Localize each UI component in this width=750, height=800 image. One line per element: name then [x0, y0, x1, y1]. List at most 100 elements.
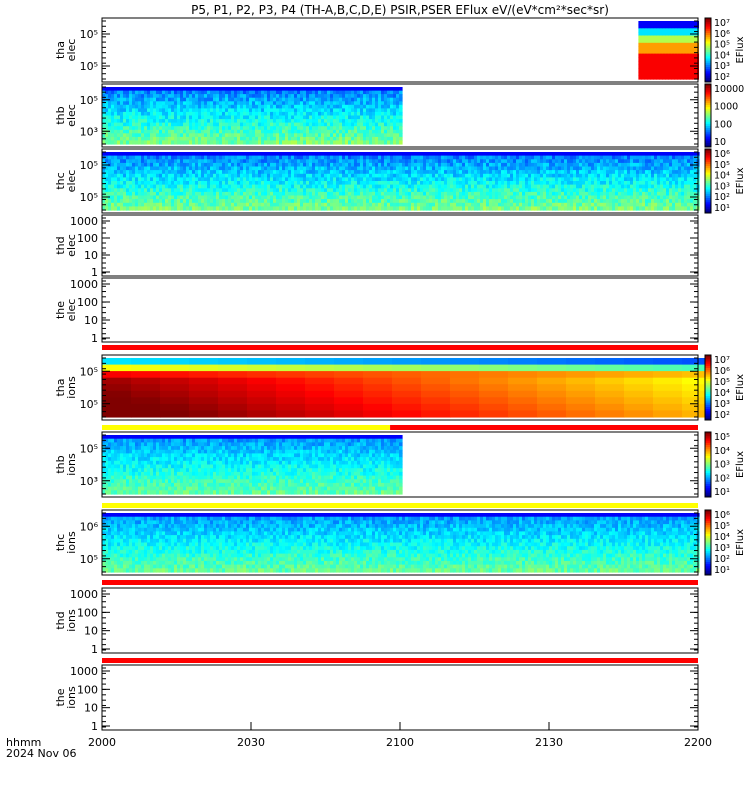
time-axis: hhmm 2024 Nov 06 2000 2030 2100 2130 2200	[6, 722, 712, 760]
y-tick-label: 10⁵	[80, 553, 98, 566]
panel-frame	[101, 17, 699, 83]
y-tick-label: 10	[84, 249, 98, 262]
x-axis-date-label: 2024 Nov 06	[6, 747, 76, 760]
x-tick-label: 2030	[237, 736, 265, 749]
panel-minor-ticks	[102, 434, 698, 495]
spectrogram-cells	[102, 87, 403, 145]
panel-minor-ticks	[102, 512, 698, 573]
panel-probe-label: tha	[54, 41, 67, 59]
colorbar-tick-label: 10⁴	[714, 50, 730, 61]
panel-species-label: ions	[65, 453, 78, 476]
panel-frame	[101, 431, 699, 498]
colorbar-tick-label: 10000	[714, 84, 744, 95]
colorbar-tick-label: 1000	[714, 102, 738, 113]
y-tick-label: 100	[77, 296, 98, 309]
colorbar-tick-label: 10⁴	[714, 446, 730, 457]
y-tick-label: 10	[84, 625, 98, 638]
panel-frame	[101, 83, 699, 148]
y-tick-label: 10⁵	[80, 365, 98, 378]
status-bar	[102, 345, 698, 350]
colorbar-tick-label: 10¹	[714, 203, 730, 214]
y-tick-label: 10⁵	[80, 28, 98, 41]
status-bar	[102, 580, 698, 585]
status-bar	[102, 425, 698, 430]
colorbar-tick-label: 10⁵	[714, 160, 730, 171]
y-tick-label: 10⁵	[80, 60, 98, 73]
panel-minor-ticks	[102, 590, 698, 651]
panel-frame	[101, 354, 699, 421]
panel-minor-ticks	[102, 667, 698, 728]
panel-probe-label: tha	[54, 378, 67, 396]
y-tick-label: 100	[77, 683, 98, 696]
y-tick-label: 10⁵	[80, 398, 98, 411]
panel-species-label: elec	[65, 234, 78, 257]
y-tick-label: 10⁵	[80, 191, 98, 204]
colorbar-tick-label: 10⁶	[714, 366, 730, 377]
y-tick-label: 10⁵	[80, 159, 98, 172]
colorbar-tick-label: 10⁶	[714, 510, 730, 521]
figure-title: P5, P1, P2, P3, P4 (TH-A,B,C,D,E) PSIR,P…	[191, 3, 609, 17]
y-tick-label: 10³	[80, 475, 98, 488]
colorbar: 10000 1000 100 10	[704, 83, 744, 148]
panel-minor-ticks	[102, 20, 698, 80]
panel-species-label: elec	[65, 299, 78, 322]
panel-species-label: ions	[65, 686, 78, 709]
colorbar-tick-label: 10⁵	[714, 40, 730, 51]
colorbar-tick-label: 10²	[714, 554, 730, 565]
y-tick-label: 1	[91, 720, 98, 733]
panel-minor-ticks	[102, 151, 698, 211]
colorbar-tick-label: 10³	[714, 181, 730, 192]
colorbar-tick-label: 10⁴	[714, 532, 730, 543]
colorbar-tick-label: 10¹	[714, 487, 730, 498]
colorbar-tick-label: 10³	[714, 543, 730, 554]
panel-frame	[101, 277, 699, 343]
panel-minor-ticks	[102, 86, 698, 145]
y-tick-label: 1	[91, 266, 98, 279]
x-tick-label: 2200	[684, 736, 712, 749]
colorbar-tick-label: 10³	[714, 61, 730, 72]
panel-frame	[101, 148, 699, 214]
status-bar	[102, 658, 698, 663]
panel-frame	[101, 214, 699, 277]
y-tick-label: 1000	[70, 215, 98, 228]
colorbar-tick-label: 10⁷	[714, 355, 730, 366]
spectrogram-cells	[102, 435, 403, 495]
colorbar-tick-label: 10⁷	[714, 18, 730, 29]
panel-stack: 10⁵10⁵thaelec10⁷10⁶10⁵10⁴10³10²EFlux10⁵1…	[54, 17, 746, 733]
panel-frame	[101, 664, 699, 731]
y-tick-label: 1	[91, 332, 98, 345]
panel-probe-label: thb	[54, 106, 67, 124]
panel-probe-label: thb	[54, 455, 67, 473]
colorbar-tick-label: 10³	[714, 460, 730, 471]
y-tick-label: 1000	[70, 588, 98, 601]
colorbar-tick-label: 10⁶	[714, 149, 730, 160]
colorbar-tick-label: 10¹	[714, 565, 730, 576]
y-tick-label: 10⁵	[80, 442, 98, 455]
panel-species-label: elec	[65, 104, 78, 127]
y-tick-label: 10	[84, 702, 98, 715]
y-tick-label: 10³	[80, 125, 98, 138]
panel-minor-ticks	[102, 217, 698, 274]
panel-species-label: ions	[65, 609, 78, 632]
panel-minor-ticks	[102, 280, 698, 340]
y-tick-label: 100	[77, 606, 98, 619]
colorbar-label: EFlux	[735, 36, 746, 63]
spectrogram-cells	[102, 152, 700, 211]
colorbar-label: EFlux	[735, 451, 746, 478]
panel-probe-label: thd	[54, 236, 67, 254]
spectrogram-cells	[102, 513, 700, 573]
colorbar-tick-label: 10²	[714, 72, 730, 83]
colorbar: 10⁵ 10⁴ 10³ 10² 10¹ EFlux	[704, 431, 746, 498]
panel-species-label: ions	[65, 531, 78, 554]
panel-species-label: elec	[65, 39, 78, 62]
spectrogram-cells	[638, 21, 699, 80]
